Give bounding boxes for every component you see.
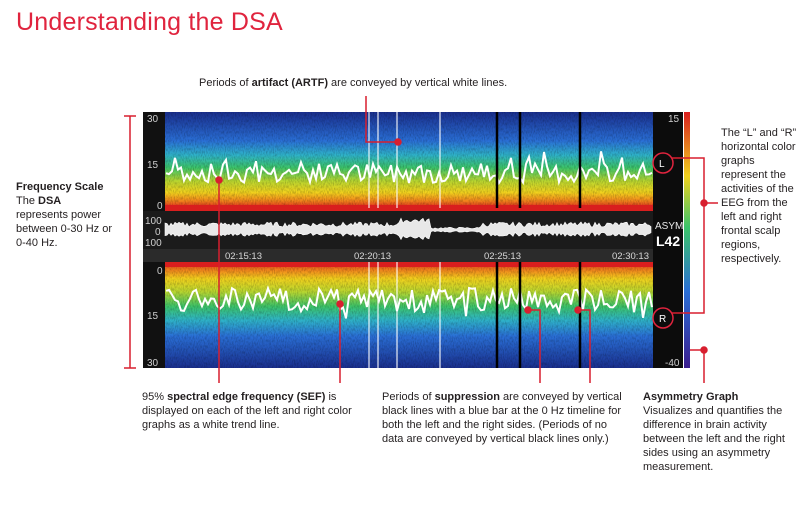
time-label: 02:30:13 bbox=[612, 251, 649, 262]
frequency-scale-heading: Frequency Scale bbox=[16, 181, 104, 193]
asymmetry-heading: Asymmetry Graph bbox=[643, 391, 739, 403]
asymmetry-annotation: Asymmetry Graph Visualizes and quantifie… bbox=[643, 390, 793, 474]
frequency-scale-annotation: Frequency Scale The DSA represents power… bbox=[16, 180, 116, 250]
eeg-axis-upper: 100 bbox=[145, 216, 162, 227]
asym-scale-top: 15 bbox=[668, 114, 680, 125]
axis-top-30: 30 bbox=[147, 114, 159, 125]
time-label: 02:15:13 bbox=[225, 251, 262, 262]
left-marker-label: L bbox=[659, 159, 665, 170]
asym-label: ASYM bbox=[655, 221, 683, 232]
axis-top-15: 15 bbox=[147, 160, 159, 171]
timeline-bar bbox=[143, 249, 653, 262]
asym-value: L42 bbox=[656, 233, 680, 249]
right-marker-circle bbox=[652, 307, 674, 329]
axis-bottom-0: 0 bbox=[157, 266, 163, 277]
time-label: 02:25:13 bbox=[484, 251, 521, 262]
axis-bottom-15: 15 bbox=[147, 311, 159, 322]
left-marker-circle bbox=[652, 152, 674, 174]
asymmetry-scale-bar bbox=[684, 112, 690, 368]
axis-top-0: 0 bbox=[157, 201, 163, 212]
eeg-axis-mid: 0 bbox=[155, 227, 161, 238]
leader-lines bbox=[215, 96, 718, 383]
eeg-waveform bbox=[164, 217, 652, 241]
right-marker-label: R bbox=[659, 314, 666, 325]
eeg-axis-lower: 100 bbox=[145, 238, 162, 249]
right-sef-trend-line bbox=[165, 285, 653, 319]
page-title: Understanding the DSA bbox=[16, 8, 283, 36]
sef-annotation: 95% spectral edge frequency (SEF) is dis… bbox=[142, 391, 352, 431]
artifact-lines bbox=[368, 112, 441, 368]
time-label: 02:20:13 bbox=[354, 251, 391, 262]
asym-scale-bottom: -40 bbox=[665, 358, 680, 369]
axis-bottom-30: 30 bbox=[147, 358, 159, 369]
suppression-annotation: Periods of suppression are conveyed by v… bbox=[382, 391, 622, 445]
left-sef-trend-line bbox=[165, 151, 653, 186]
lr-graphs-annotation: The “L” and “R” horizontal color graphs … bbox=[721, 127, 797, 265]
suppression-lines bbox=[495, 112, 582, 368]
artifact-annotation: Periods of artifact (ARTF) are conveyed … bbox=[199, 77, 508, 89]
